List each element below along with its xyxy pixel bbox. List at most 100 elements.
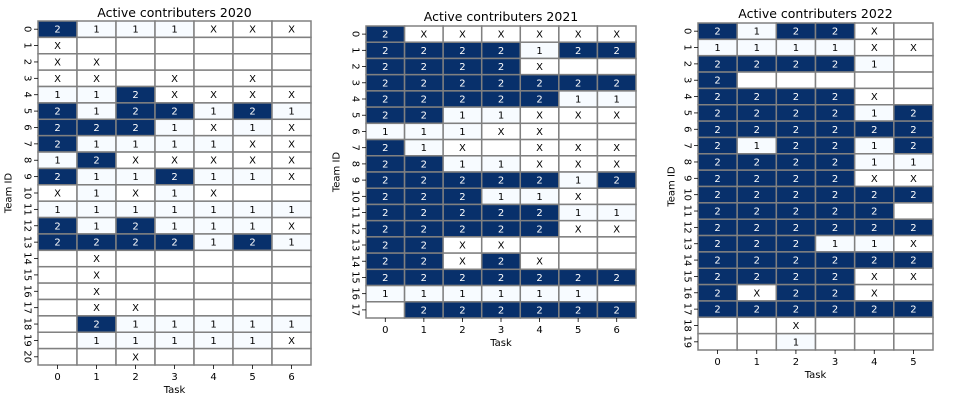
heatmap-cell [814, 316, 856, 335]
cell-label: 2 [793, 207, 799, 218]
heatmap-cell [558, 252, 599, 271]
x-tick-label: 1 [421, 325, 427, 336]
y-tick-label: 9 [682, 175, 693, 181]
y-tick-label: 7 [682, 142, 693, 148]
cell-label: 2 [132, 221, 138, 232]
cell-label: 2 [536, 176, 542, 187]
y-tick-label: 10 [22, 187, 33, 200]
heatmap-cell [853, 332, 895, 351]
cell-label: 2 [793, 157, 799, 168]
cell-label: 2 [382, 30, 388, 41]
cell-label: 1 [210, 172, 216, 183]
cell-label: 2 [459, 62, 465, 73]
cell-label: 2 [614, 46, 620, 57]
cell-label: 1 [132, 25, 138, 36]
cell-label: 1 [498, 111, 504, 122]
chart-title: Active contributers 2021 [424, 9, 578, 24]
cell-label: 2 [421, 208, 427, 219]
heatmap-cell [232, 53, 273, 71]
cell-label: 1 [421, 127, 427, 138]
y-tick-label: 4 [682, 93, 693, 99]
cell-label: X [210, 123, 217, 134]
cell-label: 2 [498, 78, 504, 89]
cell-label: 2 [421, 273, 427, 284]
cell-label: 2 [382, 273, 388, 284]
cell-label: 2 [793, 288, 799, 299]
cell-label: 1 [249, 205, 255, 216]
cell-label: 2 [832, 125, 838, 136]
y-tick-label: 10 [682, 188, 693, 201]
cell-label: 1 [171, 221, 177, 232]
cell-label: 2 [249, 107, 255, 118]
cell-label: X [459, 241, 466, 252]
y-tick-label: 8 [682, 159, 693, 165]
cell-label: 1 [498, 159, 504, 170]
cell-label: 1 [93, 90, 99, 101]
heatmap-cell [193, 265, 234, 284]
cell-label: 2 [832, 157, 838, 168]
cell-label: 2 [498, 46, 504, 57]
y-tick-label: 6 [21, 124, 32, 130]
x-tick-label: 6 [288, 372, 294, 383]
cell-label: 2 [498, 176, 504, 187]
cell-label: 2 [714, 76, 720, 87]
x-tick-label: 2 [459, 325, 465, 336]
cell-label: 1 [93, 25, 99, 36]
cell-label: X [498, 241, 505, 252]
y-tick-label: 1 [682, 44, 693, 50]
cell-label: X [210, 189, 217, 200]
cell-label: X [575, 224, 582, 235]
heatmap-cell [596, 187, 637, 206]
heatmap-cell [271, 298, 312, 317]
y-tick-label: 3 [350, 80, 361, 86]
y-tick-label: 13 [682, 237, 693, 250]
heatmap-cell [193, 298, 234, 317]
cell-label: X [210, 25, 217, 36]
cell-label: 1 [536, 46, 542, 57]
cell-label: X [171, 90, 178, 101]
cell-label: 2 [421, 176, 427, 187]
heatmap-cell [893, 283, 934, 302]
cell-label: 2 [754, 157, 760, 168]
cell-label: X [249, 74, 256, 85]
cell-label: 2 [714, 239, 720, 250]
cell-label: 1 [93, 172, 99, 183]
cell-label: 1 [793, 337, 799, 348]
heatmap-cell [736, 71, 778, 90]
cell-label: 2 [421, 62, 427, 73]
cell-label: 2 [714, 27, 720, 38]
x-tick-label: 6 [614, 325, 620, 336]
cell-label: 2 [832, 207, 838, 218]
heatmap-cell [736, 316, 778, 335]
x-tick-label: 5 [910, 357, 916, 368]
cell-label: 2 [536, 95, 542, 106]
cell-label: 2 [421, 111, 427, 122]
cell-label: X [910, 239, 917, 250]
y-tick-label: 14 [22, 252, 33, 265]
cell-label: 2 [754, 207, 760, 218]
cell-label: 2 [498, 208, 504, 219]
cell-label: 2 [93, 123, 99, 134]
heatmap-cell [37, 282, 78, 301]
cell-label: X [871, 43, 878, 54]
cell-label: 1 [210, 139, 216, 150]
cell-label: 2 [714, 256, 720, 267]
cell-label: 2 [536, 78, 542, 89]
heatmap-cell [893, 71, 934, 90]
cell-label: 1 [171, 205, 177, 216]
cell-label: 2 [832, 59, 838, 70]
cell-label: 2 [459, 305, 465, 316]
cell-label: 1 [714, 43, 720, 54]
cell-label: 2 [382, 78, 388, 89]
cell-label: 1 [754, 141, 760, 152]
x-tick-label: 4 [210, 372, 216, 383]
heatmap-cell [697, 316, 738, 335]
cell-label: X [249, 25, 256, 36]
cell-label: 2 [575, 273, 581, 284]
y-axis-label: Team ID [332, 152, 343, 194]
chart-title: Active contributers 2022 [738, 6, 892, 21]
x-tick-label: 1 [754, 357, 760, 368]
cell-label: X [613, 143, 620, 154]
cell-label: 2 [871, 190, 877, 201]
cell-label: 1 [93, 205, 99, 216]
